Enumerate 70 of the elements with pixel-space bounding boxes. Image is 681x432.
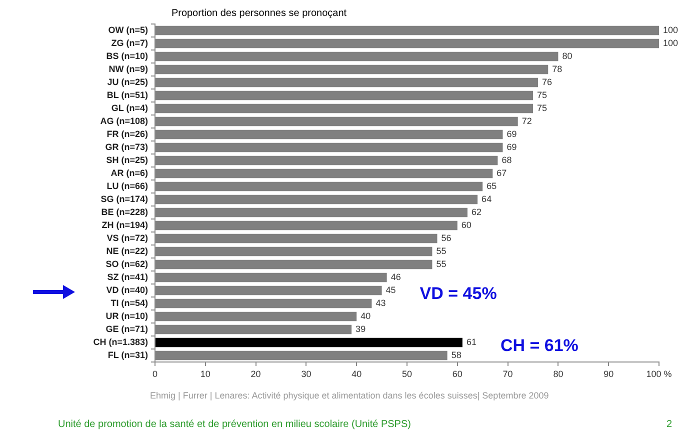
x-tick-label: 60 [452,368,462,379]
data-label: 75 [537,90,548,100]
y-tick-label: SZ (n=41) [107,272,148,282]
y-tick-label: SO (n=62) [106,258,148,269]
y-tick-label: NW (n=9) [108,64,148,74]
text: Unité de promotion de la santé et de prévention en milieu scolaire (Unité PSPS) [58,418,411,430]
x-tick-label: 10 [200,368,210,379]
data-label: 46 [390,272,401,282]
x-tick-label: 50 [402,368,412,379]
y-tick-label: FL (n=31) [108,350,148,360]
data-label: 76 [542,76,552,87]
x-tick-label: 90 [604,368,614,379]
data-label: 55 [436,246,446,256]
y-tick-label: BL (n=51) [106,90,148,100]
y-tick-label: VD (n=40) [106,284,148,295]
x-tick-label: 0 [152,368,158,379]
data-label: 75 [537,102,548,113]
y-tick-label: SH (n=25) [106,154,148,165]
y-tick-label: NE (n=22) [106,246,148,256]
data-label: 69 [506,142,517,152]
y-tick-label: FR (n=26) [106,128,148,139]
y-tick-label: BS (n=10) [106,50,148,61]
y-tick-label: ZH (n=194) [102,220,148,230]
y-tick-label: UR (n=10) [106,310,148,321]
y-tick-label: GR (n=73) [105,142,148,152]
data-label: 56 [441,232,452,243]
y-tick-label: ZG (n=7) [111,38,148,48]
data-label: 68 [502,154,512,165]
y-tick-label: JU (n=25) [107,76,148,87]
data-label: 72 [522,116,532,126]
data-label: 55 [436,258,446,269]
y-tick-label: SG (n=174) [100,194,148,204]
annotation: CH = 61% [500,336,578,356]
data-label: 100 [663,38,678,48]
data-label: 43 [376,298,386,308]
y-tick-label: BE (n=228) [101,206,148,217]
x-tick-label: 100 % [646,368,672,379]
data-label: 65 [486,180,497,191]
data-label: 69 [506,128,517,139]
x-tick-label: 80 [553,368,564,379]
y-tick-label: TI (n=54) [110,298,148,308]
y-tick-label: GE (n=71) [106,324,148,334]
y-tick-label: LU (n=66) [106,180,148,191]
text: 2 [666,418,672,430]
y-tick-label: AG (n=108) [100,116,148,126]
x-tick-label: 30 [301,368,312,379]
x-tick-label: 20 [250,368,261,379]
data-label: 58 [451,350,462,360]
data-label: 61 [466,336,476,347]
data-label: 100 [663,24,678,35]
data-label: 45 [386,284,396,295]
data-label: 67 [496,168,507,178]
bar [156,338,462,348]
data-label: 40 [360,310,371,321]
data-label: 80 [562,50,572,61]
y-tick-label: VS (n=72) [106,232,148,243]
text: Ehmig | Furrer | Lenares: Activité physique et alimentation dans les écoles suisses| Septembre 2009 [150,390,549,400]
data-label: 39 [356,324,366,334]
data-label: 64 [482,194,492,204]
annotation: VD = 45% [420,284,497,304]
data-label: 78 [552,64,562,74]
y-tick-label: CH (n=1.383) [93,336,148,347]
x-tick-label: 70 [502,368,513,379]
y-tick-label: AR (n=6) [110,168,148,178]
x-tick-label: 40 [352,368,362,379]
data-label: 60 [461,220,472,230]
data-label: 62 [471,206,482,217]
y-tick-label: OW (n=5) [108,24,148,35]
chart-title: Proportion des personnes se pronoçant [171,8,347,19]
y-tick-label: GL (n=4) [111,102,148,113]
